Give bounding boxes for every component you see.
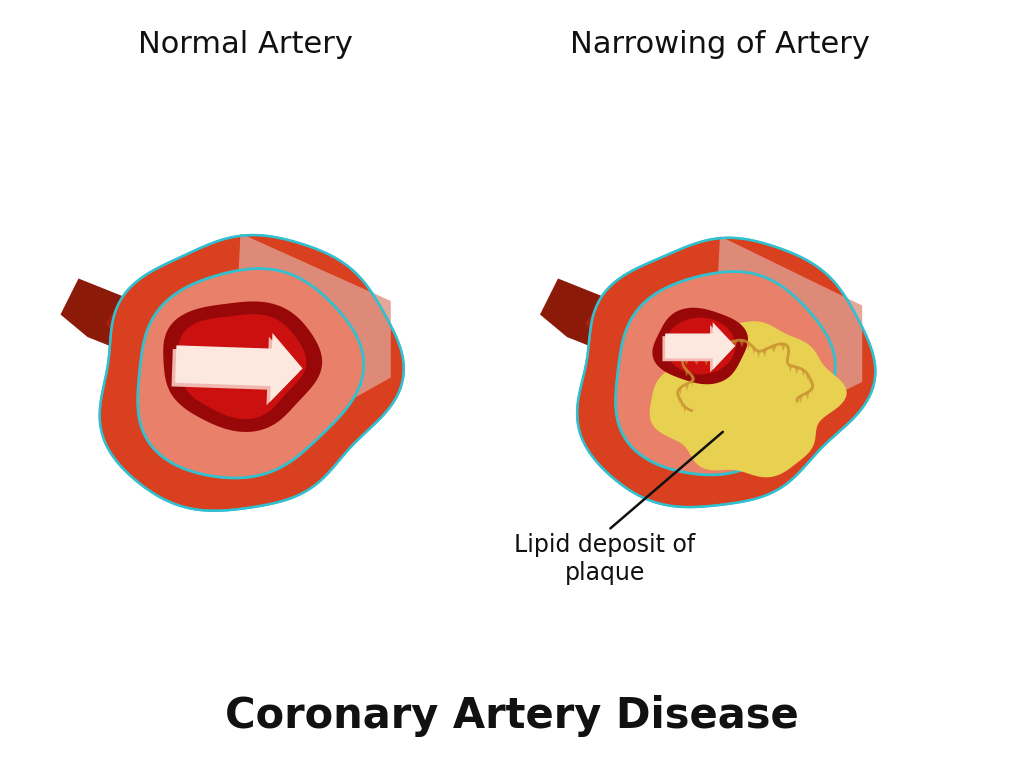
Polygon shape	[752, 346, 756, 355]
Polygon shape	[811, 381, 813, 390]
Polygon shape	[163, 302, 323, 432]
Polygon shape	[721, 344, 725, 352]
Text: Lipid deposit of
plaque: Lipid deposit of plaque	[514, 432, 723, 584]
Polygon shape	[678, 396, 680, 405]
Polygon shape	[683, 405, 686, 413]
Polygon shape	[727, 342, 731, 349]
Polygon shape	[811, 386, 813, 395]
Polygon shape	[178, 314, 306, 419]
Polygon shape	[652, 308, 748, 384]
Polygon shape	[578, 238, 876, 507]
Polygon shape	[137, 269, 364, 478]
Polygon shape	[733, 340, 737, 348]
Polygon shape	[771, 345, 777, 353]
Polygon shape	[649, 321, 847, 478]
Polygon shape	[802, 369, 805, 377]
Polygon shape	[681, 400, 682, 409]
Polygon shape	[780, 344, 785, 351]
Polygon shape	[711, 356, 713, 364]
Polygon shape	[799, 395, 803, 403]
Polygon shape	[809, 377, 811, 386]
Polygon shape	[787, 346, 788, 355]
Polygon shape	[806, 391, 810, 399]
Polygon shape	[691, 379, 693, 387]
Polygon shape	[693, 358, 700, 365]
Polygon shape	[703, 359, 709, 366]
Polygon shape	[615, 272, 836, 475]
Polygon shape	[105, 296, 151, 355]
Polygon shape	[60, 279, 151, 355]
Polygon shape	[788, 365, 793, 372]
Text: Coronary Artery Disease: Coronary Artery Disease	[225, 695, 799, 737]
Polygon shape	[690, 374, 693, 383]
Polygon shape	[717, 346, 719, 355]
Polygon shape	[99, 235, 403, 511]
Polygon shape	[684, 358, 689, 366]
Polygon shape	[739, 340, 744, 347]
Polygon shape	[714, 351, 716, 359]
Polygon shape	[711, 237, 862, 429]
Polygon shape	[675, 341, 818, 457]
Polygon shape	[757, 350, 760, 359]
Polygon shape	[762, 349, 768, 357]
Polygon shape	[795, 366, 799, 375]
Polygon shape	[231, 233, 391, 432]
Polygon shape	[666, 318, 735, 374]
Polygon shape	[585, 296, 630, 355]
Polygon shape	[540, 279, 630, 355]
Text: Normal Artery: Normal Artery	[137, 30, 352, 59]
Text: Narrowing of Artery: Narrowing of Artery	[570, 30, 870, 59]
Polygon shape	[684, 367, 688, 377]
Polygon shape	[806, 372, 808, 381]
Polygon shape	[685, 382, 689, 391]
Polygon shape	[679, 386, 682, 395]
Polygon shape	[746, 342, 751, 350]
